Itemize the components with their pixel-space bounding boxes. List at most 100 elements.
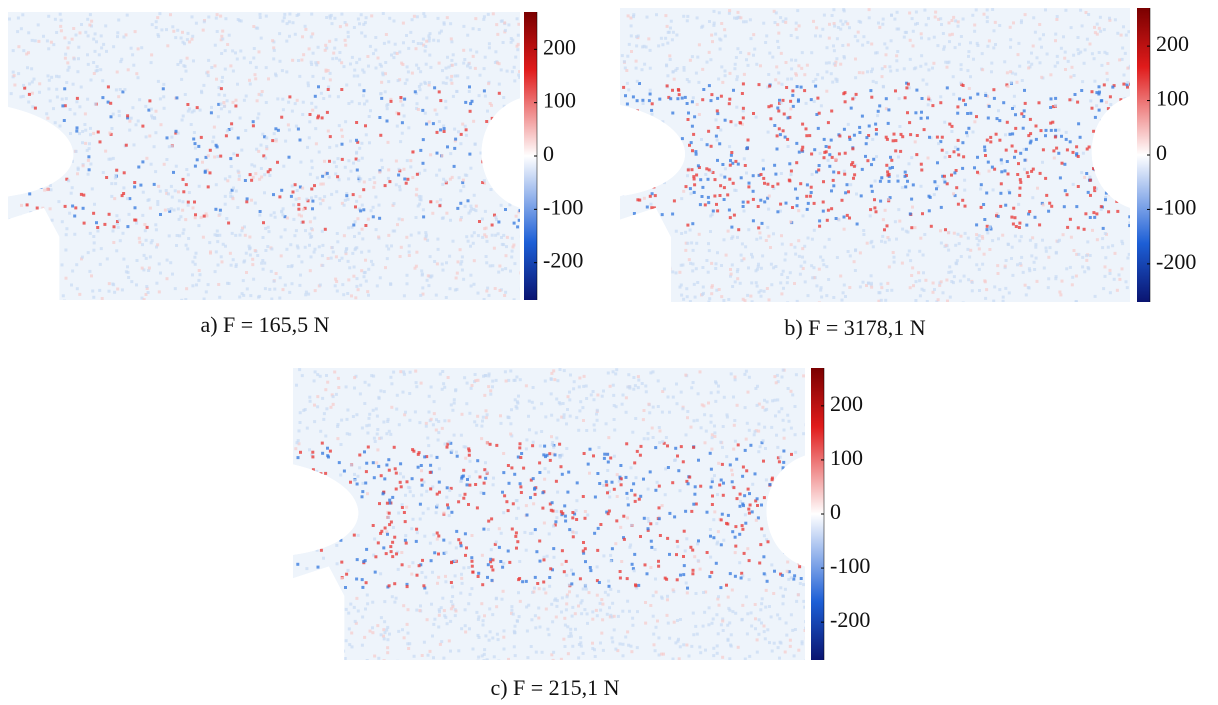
speckle xyxy=(397,423,401,427)
speckle xyxy=(819,255,823,259)
speckle xyxy=(750,624,754,628)
speckle xyxy=(1013,216,1017,220)
speckle xyxy=(843,91,847,95)
speckle xyxy=(323,623,327,627)
speckle xyxy=(1008,25,1012,29)
speckle xyxy=(942,177,946,181)
speckle xyxy=(157,34,161,38)
speckle xyxy=(506,549,510,553)
speckle xyxy=(384,552,388,556)
speckle xyxy=(661,43,665,47)
speckle xyxy=(459,541,463,545)
speckle xyxy=(732,447,736,451)
speckle xyxy=(791,89,795,93)
speckle xyxy=(843,151,847,155)
speckle xyxy=(414,539,418,543)
speckle xyxy=(308,448,311,452)
speckle xyxy=(100,46,104,50)
speckle xyxy=(488,630,492,634)
speckle xyxy=(405,235,409,239)
speckle xyxy=(657,426,661,429)
speckle xyxy=(941,174,945,178)
speckle xyxy=(784,201,788,205)
speckle xyxy=(254,65,258,69)
speckle xyxy=(801,122,805,126)
speckle xyxy=(499,531,503,535)
speckle xyxy=(716,112,720,116)
speckle xyxy=(358,392,362,396)
speckle xyxy=(709,58,713,62)
speckle xyxy=(733,551,737,555)
speckle xyxy=(742,72,746,76)
speckle xyxy=(940,148,944,152)
speckle xyxy=(1009,45,1012,49)
speckle xyxy=(742,257,746,261)
speckle xyxy=(779,572,783,576)
speckle xyxy=(483,648,487,652)
speckle xyxy=(747,181,751,185)
speckle xyxy=(455,454,459,458)
speckle xyxy=(446,503,449,507)
speckle xyxy=(1063,56,1067,60)
speckle xyxy=(678,270,682,274)
speckle xyxy=(612,614,616,618)
speckle xyxy=(552,369,556,373)
speckle xyxy=(560,549,564,553)
speckle xyxy=(414,92,418,95)
speckle xyxy=(475,50,479,54)
speckle xyxy=(500,268,504,272)
speckle xyxy=(794,187,797,191)
speckle xyxy=(873,198,876,202)
speckle xyxy=(983,218,987,221)
speckle xyxy=(691,572,695,576)
speckle xyxy=(514,405,518,409)
speckle xyxy=(729,274,732,278)
speckle xyxy=(63,204,67,208)
speckle xyxy=(798,565,802,569)
speckle xyxy=(715,651,719,655)
speckle xyxy=(372,374,376,378)
speckle xyxy=(952,275,956,279)
speckle xyxy=(667,158,670,162)
speckle xyxy=(1073,93,1077,96)
speckle xyxy=(81,206,85,210)
speckle xyxy=(306,199,310,203)
speckle xyxy=(789,613,793,617)
speckle xyxy=(360,269,364,273)
speckle xyxy=(634,137,638,140)
speckle xyxy=(627,169,631,173)
speckle xyxy=(986,44,990,48)
speckle xyxy=(743,513,747,517)
speckle xyxy=(19,157,23,161)
speckle xyxy=(819,286,823,290)
speckle xyxy=(1101,237,1105,241)
speckle xyxy=(321,264,325,267)
speckle xyxy=(213,233,217,237)
speckle xyxy=(1040,45,1043,49)
speckle xyxy=(358,83,362,87)
speckle xyxy=(886,173,890,177)
speckle xyxy=(832,8,836,12)
speckle xyxy=(954,243,958,247)
speckle xyxy=(342,293,346,297)
speckle xyxy=(632,387,636,391)
speckle xyxy=(398,480,402,484)
speckle xyxy=(936,161,939,165)
speckle xyxy=(774,414,777,418)
speckle xyxy=(783,135,787,139)
speckle xyxy=(1047,209,1051,213)
speckle xyxy=(181,231,185,235)
speckle xyxy=(837,152,841,156)
speckle xyxy=(839,27,843,31)
speckle xyxy=(301,113,305,116)
speckle xyxy=(693,485,697,489)
speckle xyxy=(650,426,654,430)
speckle xyxy=(283,215,287,219)
speckle xyxy=(245,200,249,204)
speckle xyxy=(411,150,415,154)
speckle xyxy=(658,167,662,171)
speckle xyxy=(758,231,762,235)
speckle xyxy=(391,555,395,559)
speckle xyxy=(154,223,158,227)
speckle xyxy=(735,497,739,501)
